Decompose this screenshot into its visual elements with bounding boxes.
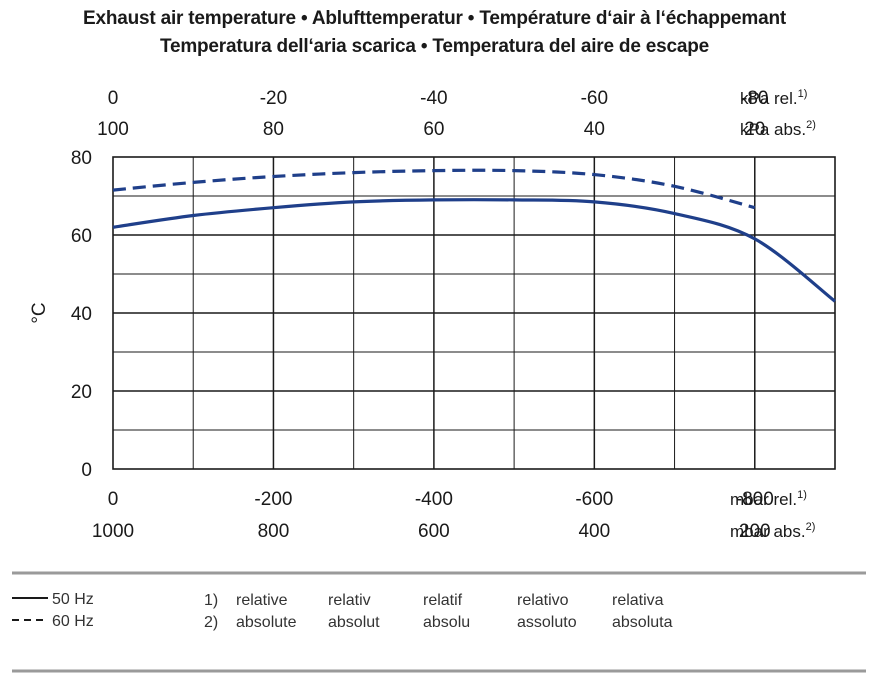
x-tick-label-kpa-rel: -60 xyxy=(581,88,608,109)
y-tick-label: 80 xyxy=(71,148,92,169)
footnote-marker: 1) xyxy=(204,592,218,609)
footnote-word: absolu xyxy=(423,614,470,631)
y-tick-label: 40 xyxy=(71,304,92,325)
chart-title-line-2: Temperatura dell‘aria scarica • Temperat… xyxy=(159,36,710,57)
x-tick-label-kpa-abs: 100 xyxy=(97,119,129,140)
chart-title-line-1: Exhaust air temperature • Ablufttemperat… xyxy=(82,8,786,29)
x-tick-label-kpa-abs: 20 xyxy=(744,119,765,140)
x-tick-label-mbar-abs: 800 xyxy=(258,521,290,542)
x-tick-label-mbar-abs: 1000 xyxy=(92,521,134,542)
footnotes: 1) relative relativ relatif relativo relativa… xyxy=(12,571,866,673)
x-tick-label-kpa-rel: -20 xyxy=(260,88,287,109)
footnote-word: relativa xyxy=(612,592,664,609)
legend-label: 60 Hz xyxy=(52,613,94,630)
x-tick-label-kpa-rel: 0 xyxy=(108,88,119,109)
legend: 50 Hz 60 Hz xyxy=(12,591,94,630)
footnote-word: absolute xyxy=(236,614,297,631)
x-tick-label-mbar-abs: 400 xyxy=(578,521,610,542)
footnote-word: relativ xyxy=(328,592,371,609)
x-tick-label-mbar-rel: -800 xyxy=(736,489,774,510)
footnote-word: absolut xyxy=(328,614,380,631)
x-tick-label-kpa-rel: -40 xyxy=(420,88,447,109)
x-unit-kpa-abs: kPa abs.2) xyxy=(740,119,816,139)
footnote-marker: 2) xyxy=(204,614,218,631)
footnote-word: relative xyxy=(236,592,288,609)
footnote-word: assoluto xyxy=(517,614,577,631)
legend-label: 50 Hz xyxy=(52,591,94,608)
x-unit-mbar-rel: mbar rel.1) xyxy=(730,489,807,509)
grid xyxy=(112,156,836,470)
footnote-word: relatif xyxy=(423,592,463,609)
series-line-60-hz xyxy=(112,168,756,210)
x-tick-label-mbar-rel: -400 xyxy=(415,489,453,510)
y-tick-label: 20 xyxy=(71,382,92,403)
x-tick-label-kpa-rel: -80 xyxy=(741,88,768,109)
x-tick-label-mbar-rel: -600 xyxy=(575,489,613,510)
footnote-word: absoluta xyxy=(612,614,673,631)
x-tick-label-mbar-rel: 0 xyxy=(108,489,119,510)
x-tick-label-mbar-rel: -200 xyxy=(254,489,292,510)
x-tick-label-mbar-abs: 200 xyxy=(739,521,771,542)
series-group xyxy=(112,168,836,303)
footnote-word: relativo xyxy=(517,592,569,609)
y-axis-label: °C xyxy=(29,302,50,323)
x-tick-label-kpa-abs: 40 xyxy=(584,119,605,140)
x-tick-label-mbar-abs: 600 xyxy=(418,521,450,542)
x-unit-kpa-rel: kPa rel.1) xyxy=(740,88,807,108)
y-tick-label: 0 xyxy=(81,460,92,481)
series-line-50-hz xyxy=(112,198,836,303)
x-tick-label-kpa-abs: 60 xyxy=(423,119,444,140)
axis-labels: 010000100-200800-2080-400600-4060-600400… xyxy=(29,88,816,542)
y-tick-label: 60 xyxy=(71,226,92,247)
x-tick-label-kpa-abs: 80 xyxy=(263,119,284,140)
x-unit-mbar-abs: mbar abs.2) xyxy=(730,521,815,541)
